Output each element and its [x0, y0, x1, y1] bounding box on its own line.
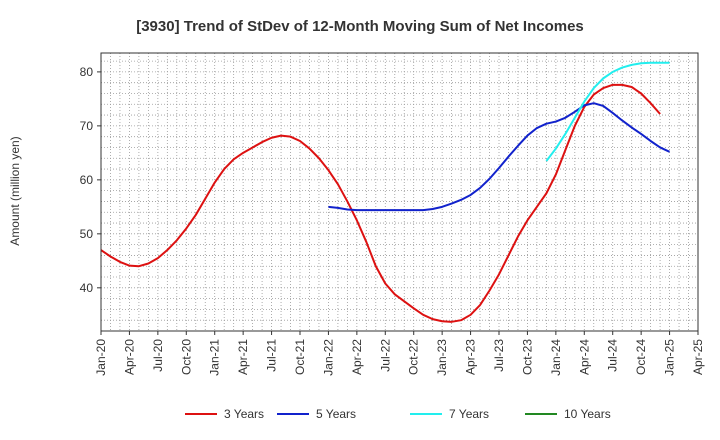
x-tick-label: Jan-25: [663, 339, 677, 376]
x-tick-label: Jul-21: [265, 339, 279, 372]
x-tick-label: Apr-22: [350, 339, 364, 375]
y-tick-label: 40: [80, 281, 94, 295]
series-line-7-years: [545, 61, 670, 162]
x-tick-label: Jul-24: [606, 339, 620, 372]
x-axis-ticks: Jan-20 Apr-20 Jul-20 Oct-20 Jan-21 Apr-21 Jul-…: [94, 331, 705, 376]
x-tick-label: Jul-23: [492, 339, 506, 372]
y-tick-label: 50: [80, 227, 94, 241]
x-tick-label: Oct-22: [407, 339, 421, 375]
x-tick-label: Apr-23: [464, 339, 478, 375]
y-tick-label: 80: [80, 65, 94, 79]
x-tick-label: Oct-21: [293, 339, 307, 375]
x-tick-label: Jan-20: [94, 339, 108, 376]
chart-title: [3930] Trend of StDev of 12-Month Moving…: [136, 18, 584, 35]
x-tick-label: Oct-24: [634, 339, 648, 375]
x-tick-label: Apr-24: [577, 339, 591, 375]
plot-area: [100, 52, 699, 332]
x-tick-label: Jan-24: [549, 339, 563, 376]
plot-background: [101, 53, 698, 331]
x-tick-label: Apr-25: [691, 339, 705, 375]
x-tick-label: Jul-20: [151, 339, 165, 372]
x-tick-label: Jan-21: [208, 339, 222, 376]
legend-label: 7 Years: [449, 407, 489, 421]
x-tick-label: Apr-21: [236, 339, 250, 375]
x-tick-label: Jan-22: [321, 339, 335, 376]
plot-frame: [100, 52, 699, 332]
series-line-3-years: [100, 83, 661, 323]
legend-label: 10 Years: [564, 407, 611, 421]
series-line-5-years: [328, 102, 670, 212]
y-axis-ticks: 40 50 60 70 80: [80, 65, 101, 295]
x-tick-label: Jul-22: [378, 339, 392, 372]
x-tick-label: Oct-23: [520, 339, 534, 375]
y-tick-label: 60: [80, 173, 94, 187]
x-tick-label: Oct-20: [179, 339, 193, 375]
legend-label: 3 Years: [224, 407, 264, 421]
y-tick-label: 70: [80, 119, 94, 133]
x-tick-label: Jan-23: [435, 339, 449, 376]
legend-label: 5 Years: [316, 407, 356, 421]
grid-lines: [101, 53, 698, 332]
legend: 3 Years 5 Years 7 Years 10 Years: [185, 407, 611, 421]
series-lines: [100, 61, 670, 323]
y-axis-label: Amount (million yen): [8, 136, 22, 245]
x-tick-label: Apr-20: [122, 339, 136, 375]
